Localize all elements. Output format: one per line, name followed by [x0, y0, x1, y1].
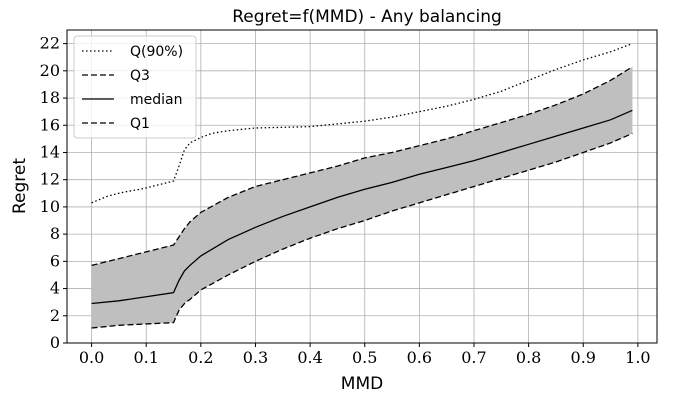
y-tick-label: 14: [40, 142, 60, 161]
plot-frame: [66, 29, 658, 344]
y-tick-label: 22: [40, 34, 60, 53]
series-lines: [91, 42, 633, 329]
x-tick-label: 0.7: [461, 348, 486, 367]
y-tick-label: 2: [50, 306, 60, 325]
legend-label: Q3: [130, 68, 150, 84]
x-tick-label: 0.4: [297, 348, 322, 367]
y-axis-label: Regret: [10, 158, 30, 214]
y-tick-label: 4: [50, 279, 60, 298]
legend: Q(90%) Q3 median Q1: [73, 35, 197, 139]
iqr-band-area: [91, 66, 633, 329]
y-tick-label: 16: [40, 115, 60, 134]
legend-items: Q(90%) Q3 median Q1: [82, 44, 183, 132]
x-tick-label: 0.1: [133, 348, 158, 367]
series-line-q1: [91, 132, 633, 329]
y-tick-label: 0: [50, 333, 60, 352]
iqr-band: [91, 66, 633, 329]
y-tick-label: 18: [40, 88, 60, 107]
legend-label: Q1: [130, 116, 150, 132]
x-tick-label: 0.6: [407, 348, 432, 367]
y-tick-label: 6: [50, 251, 60, 270]
legend-label: Q(90%): [130, 44, 183, 60]
x-tick-label: 0.2: [188, 348, 213, 367]
x-axis-ticks: 0.0 0.1 0.2 0.3 0.4 0.5 0.6 0.7 0.8 0.9 1.0: [79, 343, 651, 367]
y-tick-label: 8: [50, 224, 60, 243]
x-tick-label: 1.0: [625, 348, 650, 367]
chart-title: Regret=f(MMD) - Any balancing: [232, 7, 502, 27]
x-tick-label: 0.3: [243, 348, 268, 367]
x-axis-label: MMD: [341, 374, 383, 394]
x-tick-label: 0.8: [516, 348, 541, 367]
x-tick-label: 0.5: [352, 348, 377, 367]
series-line-q3: [91, 66, 633, 267]
legend-box: [73, 35, 197, 139]
y-tick-label: 20: [40, 61, 60, 80]
x-tick-label: 0.0: [79, 348, 104, 367]
series-line-median: [91, 109, 633, 305]
x-tick-label: 0.9: [571, 348, 596, 367]
y-tick-label: 12: [40, 170, 60, 189]
legend-label: median: [130, 92, 182, 108]
y-tick-label: 10: [40, 197, 60, 216]
y-axis-ticks: 0 2 4 6 8 10 12 14 16 18 20 22: [40, 34, 67, 352]
